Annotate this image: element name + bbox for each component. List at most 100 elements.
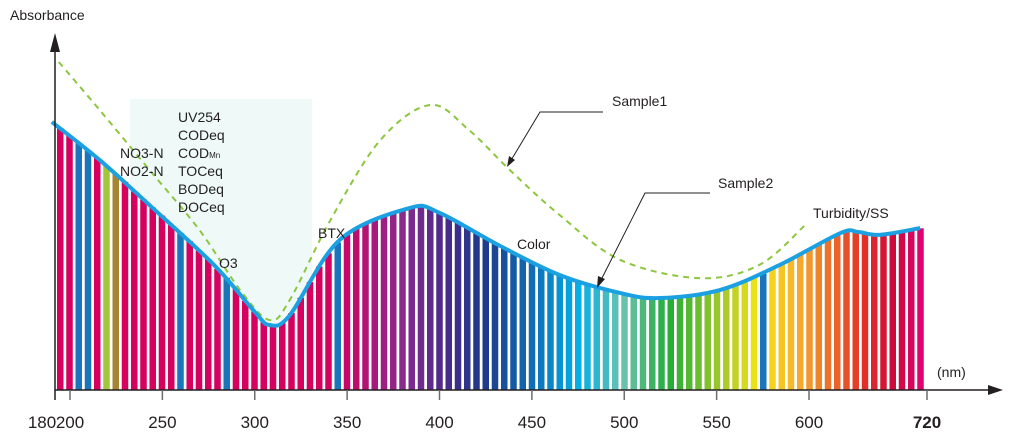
- spectrum-bar: [297, 297, 304, 390]
- spectrum-bar: [380, 216, 388, 390]
- spectrum-bar: [140, 199, 147, 390]
- spectrum-bar: [343, 234, 351, 390]
- spectrum-bar: [565, 278, 573, 390]
- spectrum-bar: [621, 293, 628, 390]
- spectrum-bar: [316, 266, 323, 390]
- spectrum-bar: [741, 281, 748, 390]
- spectrum-bar: [510, 252, 517, 390]
- x-axis-arrow-icon: [988, 385, 1003, 395]
- spectrum-bar: [334, 242, 341, 390]
- sample1-arrow-icon: [507, 156, 515, 167]
- label-codeq: CODeq: [178, 127, 225, 143]
- spectrum-bar: [704, 292, 711, 390]
- spectrum-bar: [325, 253, 332, 390]
- spectrum-bar: [491, 243, 499, 390]
- spectrum-bar: [676, 296, 684, 390]
- spectrum-bar: [732, 285, 739, 390]
- sample2-arrow-icon: [597, 276, 605, 288]
- spectrum-bar: [760, 273, 767, 390]
- spectrum-bar: [630, 296, 637, 390]
- x-tick-label: 500: [610, 413, 638, 432]
- spectrum-bar: [288, 313, 295, 390]
- spectrum-bar: [464, 227, 471, 390]
- spectrum-bar: [131, 191, 138, 390]
- spectrum-bar: [871, 234, 878, 390]
- spectrum-bar: [205, 259, 212, 390]
- spectrum-bar: [454, 222, 462, 390]
- spectrum-bar: [639, 297, 647, 390]
- spectrum-bar: [649, 298, 656, 390]
- spectrum-bar: [195, 250, 203, 390]
- x-tick-label: 300: [241, 413, 269, 432]
- spectrum-bar: [251, 311, 258, 390]
- spectrum-bar: [898, 231, 906, 390]
- spectrum-bar: [686, 295, 693, 390]
- spectrum-bar: [713, 290, 721, 390]
- spectrum-bar: [834, 234, 841, 390]
- spectrum-bar: [408, 207, 415, 390]
- spectrum-bar: [445, 216, 452, 390]
- spectrum-bar: [806, 249, 813, 390]
- spectrum-bar: [186, 241, 193, 390]
- spectrum-bar: [260, 322, 267, 390]
- label-color: Color: [517, 236, 551, 252]
- x-ticks: 180 200 250 300 350 400 450 500 550 600 720: [28, 390, 941, 432]
- spectrum-bar: [399, 209, 406, 390]
- sample2-pointer: [599, 192, 710, 283]
- x-tick-label: 600: [795, 413, 823, 432]
- spectrum-bar: [602, 289, 610, 390]
- spectrum-bar: [824, 239, 832, 390]
- spectrum-bar: [242, 300, 249, 390]
- spectrum-bar: [612, 291, 619, 390]
- spectrum-bar: [112, 173, 119, 390]
- spectrum-bar: [103, 165, 110, 390]
- spectrum-bar: [908, 229, 915, 390]
- spectrum-bars: [57, 128, 924, 390]
- spectrum-bar: [436, 212, 443, 390]
- x-tick-label: 180: [28, 413, 56, 432]
- spectrum-bar: [852, 231, 859, 390]
- label-o3: O3: [219, 255, 238, 271]
- spectrum-bar: [723, 288, 730, 390]
- spectrum-bar: [880, 234, 887, 390]
- label-cod-subscript: Mn: [209, 151, 220, 160]
- spectrum-bar: [362, 223, 369, 390]
- spectrum-bar: [815, 243, 822, 390]
- spectrum-bar: [843, 231, 850, 390]
- spectrum-bar: [501, 247, 508, 390]
- spectrum-bar: [177, 233, 184, 390]
- spectrum-bar: [861, 233, 869, 390]
- label-btx: BTX: [318, 225, 346, 241]
- label-no3n: NO3-N: [120, 145, 164, 161]
- label-cod: COD: [178, 145, 209, 161]
- spectrum-bar: [66, 135, 73, 390]
- spectrum-bar: [519, 257, 526, 390]
- spectrum-bar: [84, 150, 92, 390]
- spectrum-bar: [232, 288, 240, 390]
- spectrum-bar: [658, 297, 665, 390]
- spectrum-bar: [528, 262, 536, 390]
- spectrum-bar: [149, 207, 156, 390]
- spectrum-bar: [482, 238, 489, 390]
- label-uv254: UV254: [178, 109, 221, 125]
- label-codmn: CODMn: [178, 145, 220, 161]
- spectrum-bar: [584, 284, 591, 390]
- x-tick-label: 400: [425, 413, 453, 432]
- sample1-curve: [58, 61, 806, 322]
- spectrum-bar: [158, 215, 166, 390]
- spectrum-bar: [121, 181, 129, 390]
- spectrum-bar: [797, 254, 804, 390]
- x-tick-label: 200: [56, 413, 84, 432]
- spectrum-bar: [917, 228, 924, 390]
- spectrum-bar: [556, 274, 563, 390]
- x-axis-unit-label: (nm): [937, 364, 966, 380]
- spectrum-bar: [538, 266, 545, 390]
- spectrum-bar: [94, 158, 101, 390]
- spectrum-bar: [214, 269, 221, 390]
- spectrum-bar: [168, 225, 175, 390]
- spectrum-bar: [695, 294, 702, 390]
- spectrum-bar: [353, 228, 360, 390]
- x-tick-label: 250: [148, 413, 176, 432]
- spectrum-bar: [427, 208, 434, 390]
